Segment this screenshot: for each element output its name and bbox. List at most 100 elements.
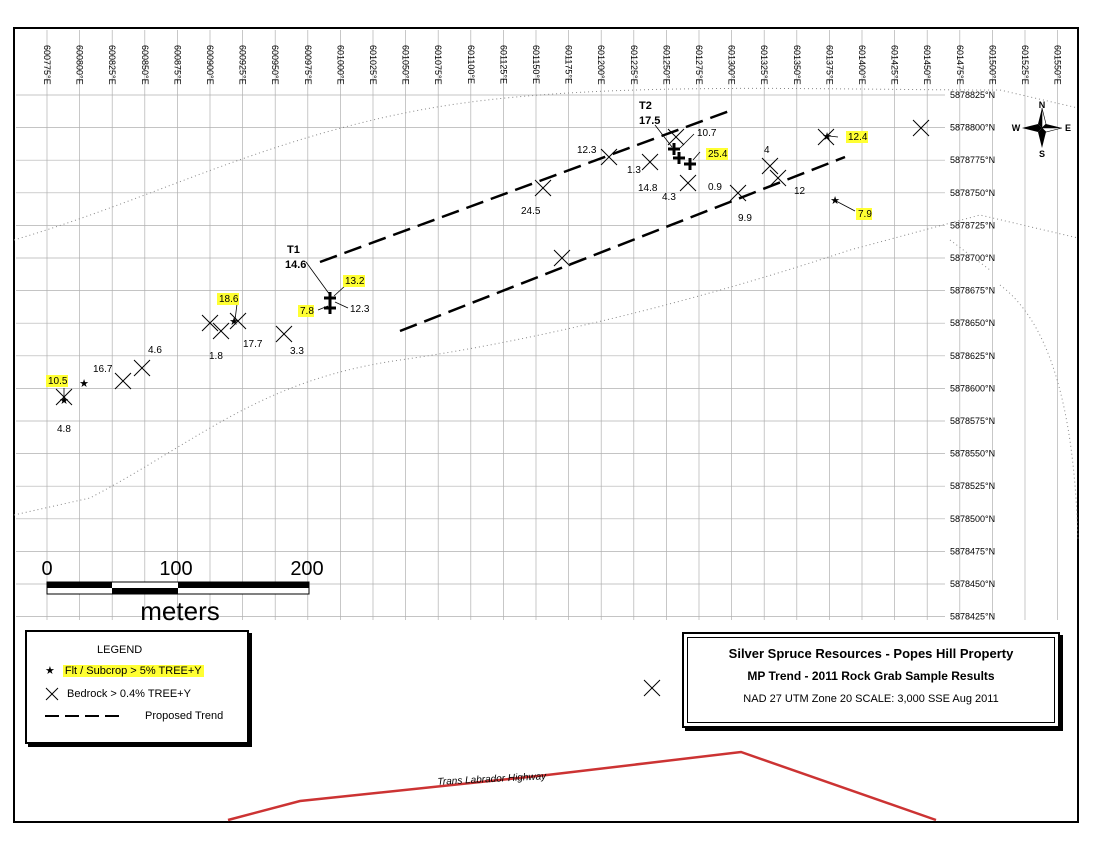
bedrock-x-icon (275, 325, 293, 343)
easting-labels: 600775°E 600800°E 600825°E 600850°E 600875°E… (42, 45, 1063, 85)
bedrock-x-icon (641, 153, 659, 171)
compass-w: W (1012, 123, 1021, 133)
leader-lines (63, 124, 856, 398)
bedrock-x-icon (667, 128, 685, 146)
sample-label: 12.3 (350, 304, 370, 315)
sample-label: 12.3 (577, 145, 597, 156)
bedrock-x-icon (212, 322, 230, 340)
legend-title: LEGEND (97, 644, 143, 656)
easting-label: 601275°E (694, 45, 704, 85)
easting-label: 600875°E (172, 45, 182, 85)
scale-unit: meters (140, 596, 219, 626)
x-icon (45, 687, 59, 701)
easting-label: 600800°E (75, 45, 85, 85)
northing-label: 5878750°N (950, 188, 995, 198)
easting-label: 601075°E (433, 45, 443, 85)
easting-label: 601450°E (922, 45, 932, 85)
easting-label: 600850°E (140, 45, 150, 85)
sample-label: 3.3 (290, 346, 304, 357)
easting-label: 601300°E (727, 45, 737, 85)
easting-label: 601475°E (955, 45, 965, 85)
northing-label: 5878475°N (950, 546, 995, 556)
northing-label: 5878575°N (950, 416, 995, 426)
trench-value: 17.5 (639, 115, 660, 127)
northing-label: 5878450°N (950, 579, 995, 589)
label-highlight (706, 148, 728, 160)
bedrock-x-icon (114, 372, 132, 390)
northing-label: 5878700°N (950, 253, 995, 263)
easting-label: 601350°E (792, 45, 802, 85)
bedrock-x-icon (600, 148, 618, 166)
proposed-trend-line (399, 155, 846, 333)
sample-label: 25.4 (708, 149, 728, 160)
easting-label: 601550°E (1053, 45, 1063, 85)
northing-label: 5878650°N (950, 318, 995, 328)
easting-label: 601200°E (596, 45, 606, 85)
boundary-dotted-line (949, 239, 991, 271)
easting-label: 601025°E (368, 45, 378, 85)
trench-value: 14.6 (285, 259, 306, 271)
trench-label: T2 (639, 100, 652, 112)
legend-item-trend: Proposed Trend (45, 710, 223, 722)
title-line-2: MP Trend - 2011 Rock Grab Sample Results (747, 669, 995, 683)
compass-e: E (1065, 123, 1071, 133)
easting-label: 601500°E (987, 45, 997, 85)
sample-label: 16.7 (93, 364, 113, 375)
bedrock-x-icon (133, 359, 151, 377)
northing-labels: 5878825°N 5878800°N 5878775°N 5878750°N 5878… (950, 90, 995, 622)
star-icon: ★ (45, 665, 55, 677)
bedrock-x-icon (912, 119, 930, 137)
bedrock-x-icon (643, 679, 661, 697)
sample-label: 7.8 (300, 306, 314, 317)
coordinate-grid (16, 30, 1058, 620)
legend: LEGEND ★ Flt / Subcrop > 5% TREE+Y Bedro… (25, 630, 249, 744)
northing-label: 5878800°N (950, 123, 995, 133)
trench-label: T1 (287, 244, 300, 256)
compass-s: S (1039, 149, 1045, 159)
legend-label: Flt / Subcrop > 5% TREE+Y (62, 664, 204, 677)
star-icon: ★ (229, 316, 239, 328)
trench-markers (324, 143, 696, 314)
sample-labels: 10.5 18.6 13.2 7.8 25.4 12.4 7.9 4.8 16.7 4.6 1.8 1… (46, 100, 872, 435)
northing-label: 5878600°N (950, 383, 995, 393)
sample-label: 18.6 (219, 294, 239, 305)
dashed-line-icon (45, 715, 125, 717)
label-highlight (298, 305, 314, 317)
northing-label: 5878625°N (950, 351, 995, 361)
legend-label: Proposed Trend (145, 710, 224, 722)
sample-label: 12.4 (848, 132, 868, 143)
easting-label: 600925°E (238, 45, 248, 85)
label-highlight (217, 293, 239, 305)
easting-label: 601400°E (857, 45, 867, 85)
bedrock-markers (55, 119, 930, 406)
star-icon: ★ (79, 378, 89, 390)
sample-label: 1.8 (209, 351, 223, 362)
northing-label: 5878425°N (950, 612, 995, 622)
easting-label: 600975°E (303, 45, 313, 85)
northing-label: 5878725°N (950, 220, 995, 230)
sample-label: 17.7 (243, 339, 263, 350)
legend-label: Bedrock > 0.4% TREE+Y (67, 688, 191, 700)
bedrock-x-icon (679, 174, 697, 192)
northing-label: 5878825°N (950, 90, 995, 100)
easting-label: 601175°E (564, 45, 574, 84)
compass-n: N (1039, 100, 1046, 110)
float-star-markers: ★ ★ ★ ★ ★ (59, 131, 840, 407)
bedrock-x-icon (229, 312, 247, 330)
scale-bar: 0 100 200 meters (41, 558, 323, 626)
easting-label: 600825°E (107, 45, 117, 85)
sample-label: 4 (764, 145, 770, 156)
northing-label: 5878675°N (950, 286, 995, 296)
boundary-dotted-line (13, 87, 1079, 241)
scale-tick-200: 200 (290, 558, 323, 580)
label-highlight (846, 131, 868, 143)
label-highlight (343, 275, 365, 287)
easting-label: 601150°E (531, 45, 541, 84)
easting-label: 601050°E (401, 45, 411, 85)
scale-tick-0: 0 (41, 558, 52, 580)
sample-label: 12 (794, 186, 806, 197)
easting-label: 601100°E (466, 45, 476, 84)
star-icon: ★ (822, 131, 832, 143)
legend-item-bedrock: Bedrock > 0.4% TREE+Y (45, 687, 191, 701)
sample-label: 1.3 (627, 165, 641, 176)
